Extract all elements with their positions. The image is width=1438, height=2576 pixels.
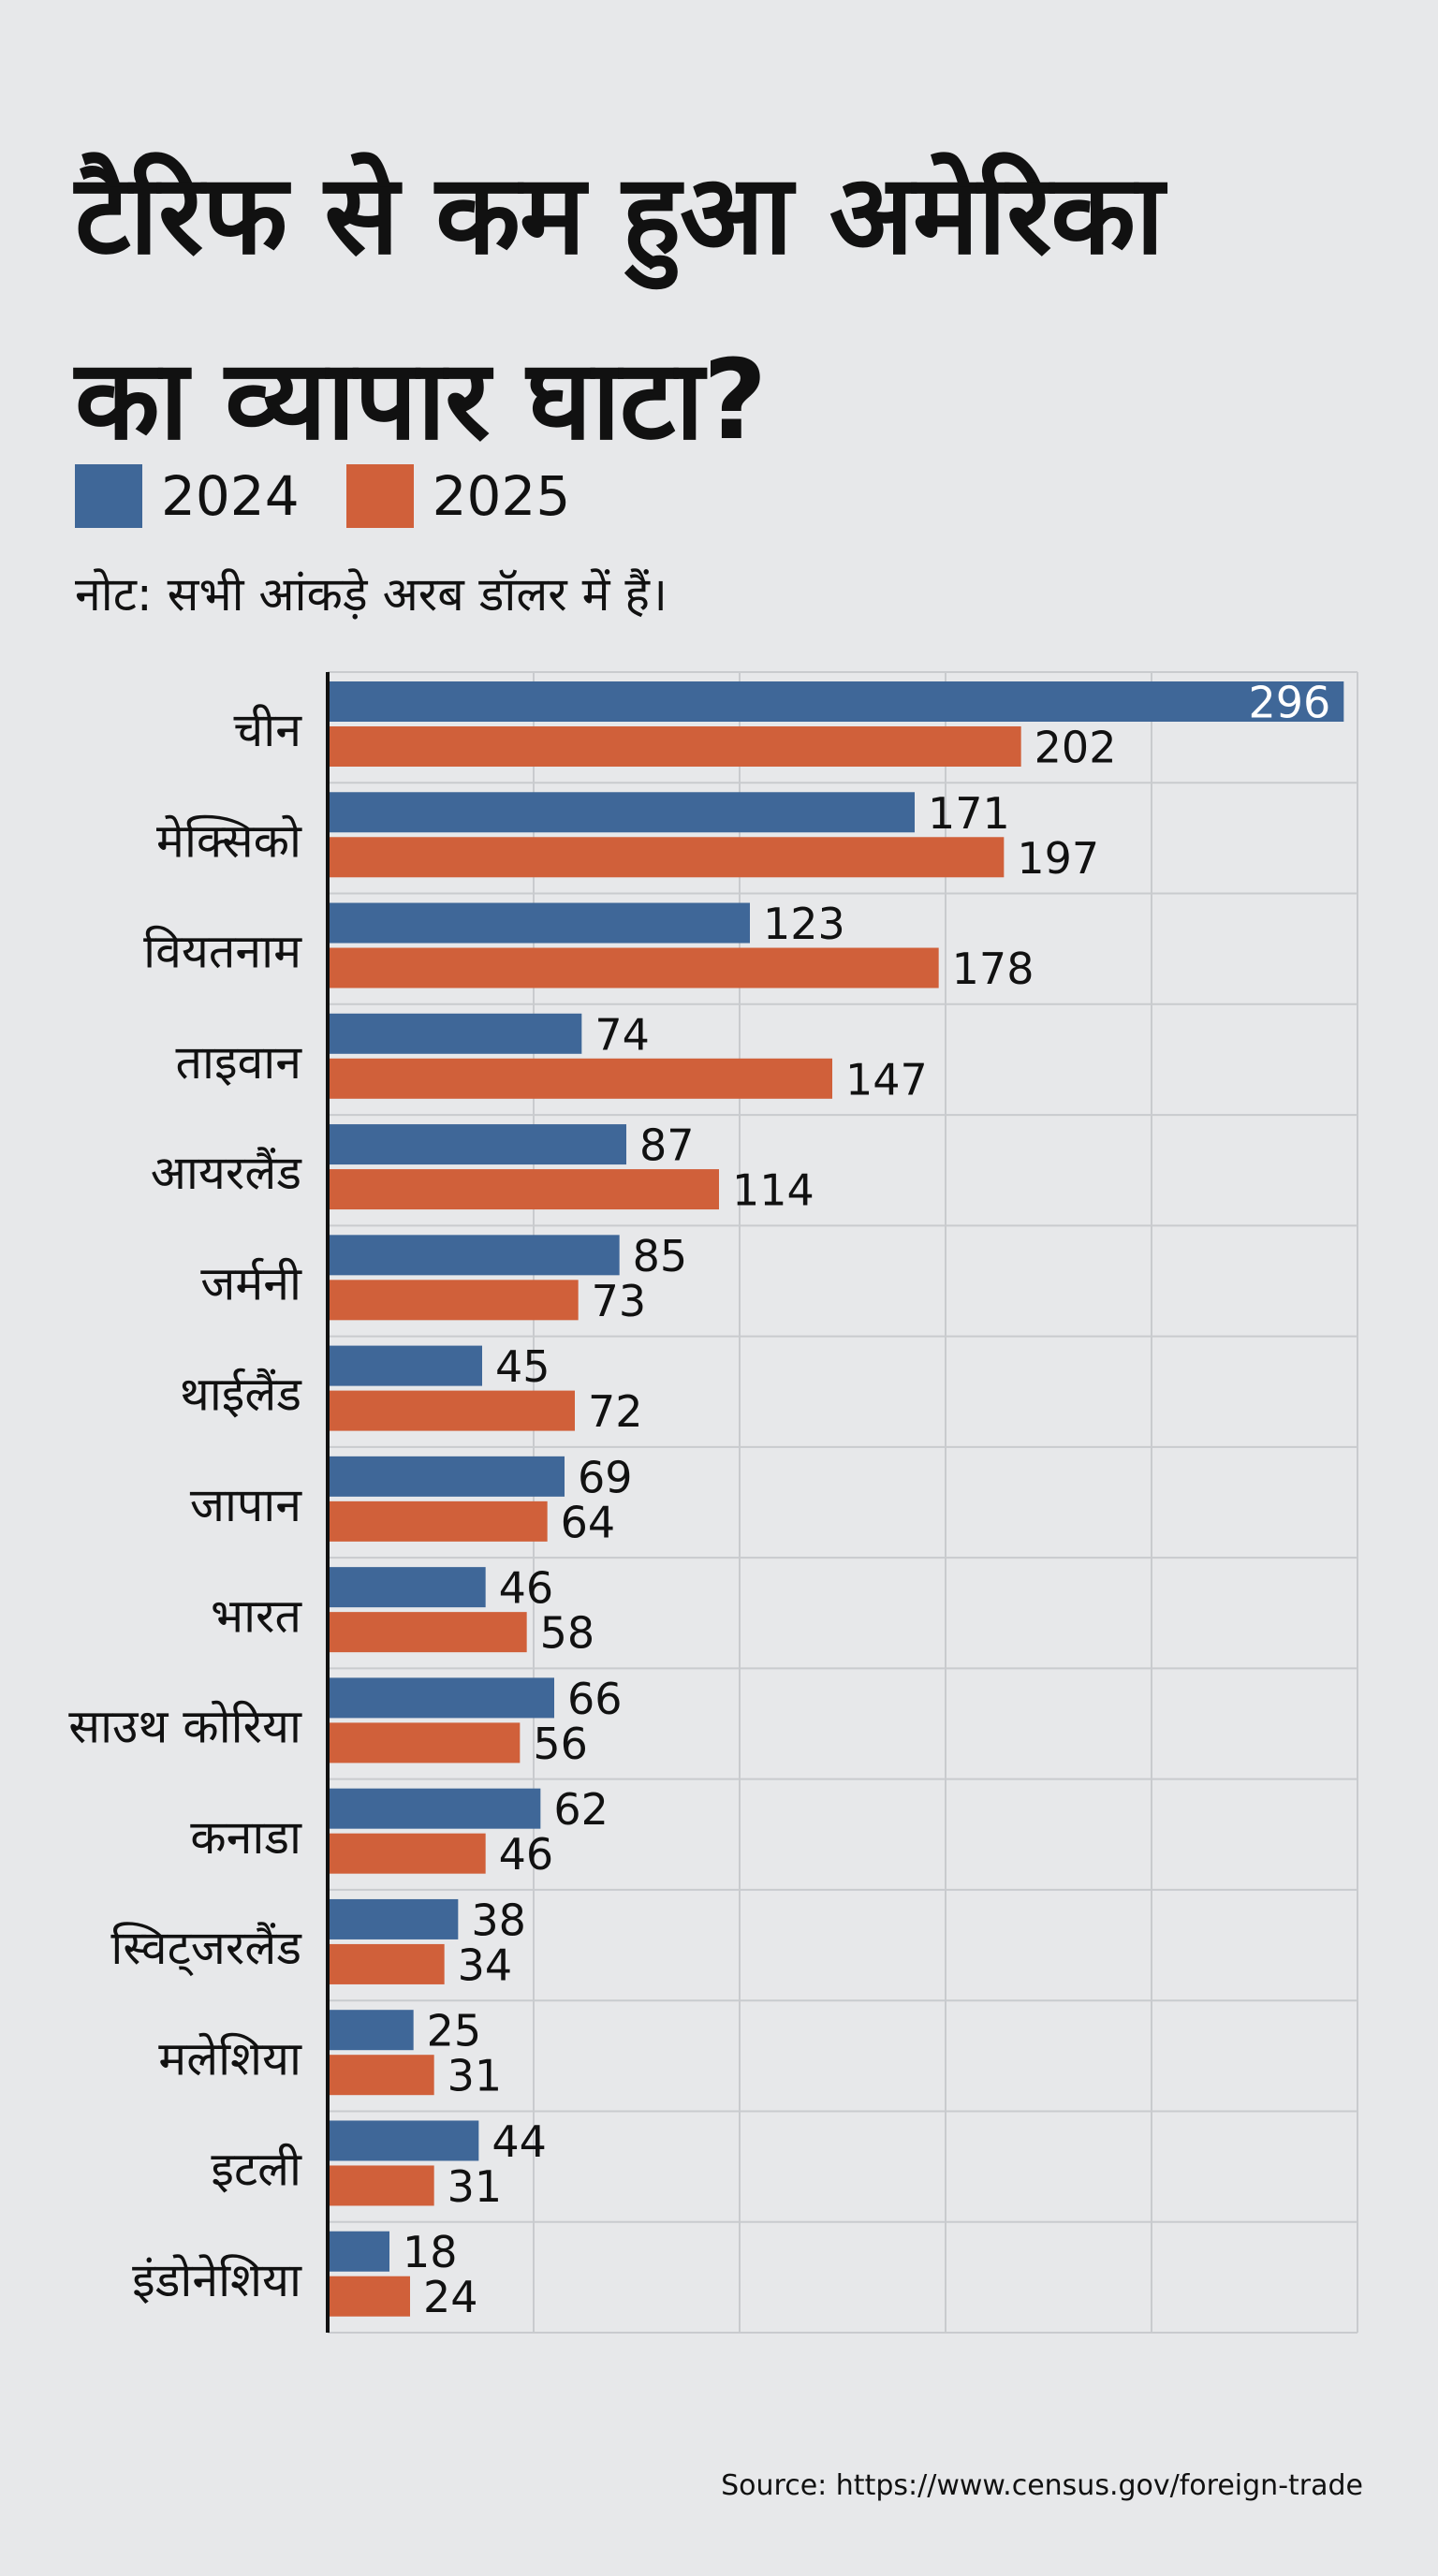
bar-2024: [328, 1345, 482, 1386]
category-label: मलेशिया: [158, 2031, 302, 2086]
category-label: मेक्सिको: [156, 813, 302, 868]
data-label-2025: 24: [423, 2272, 478, 2322]
category-label: वियतनाम: [143, 925, 302, 979]
title-line-2: का व्यापार घाटा?: [75, 335, 767, 464]
bar-2024: [328, 1898, 459, 1939]
data-label-2024: 46: [499, 1563, 554, 1614]
bar-2025: [328, 1612, 527, 1653]
data-label-2025: 114: [732, 1165, 814, 1216]
category-label: स्विट्जरलैंड: [110, 1921, 302, 1977]
data-label-2024: 38: [471, 1895, 526, 1945]
data-label-2024: 44: [492, 2116, 547, 2167]
bar-2025: [328, 947, 939, 988]
category-label: इंडोनेशिया: [132, 2253, 302, 2307]
bar-2024: [328, 1124, 626, 1165]
bar-2024: [328, 681, 1344, 722]
bar-2024: [328, 902, 750, 944]
bar-2024: [328, 792, 915, 833]
category-label: थाईलैंड: [180, 1368, 302, 1422]
data-label-2024: 18: [403, 2227, 458, 2277]
bar-2024: [328, 2010, 414, 2051]
data-label-2025: 31: [448, 2161, 503, 2212]
data-label-2024: 85: [633, 1231, 688, 1281]
data-label-2024: 171: [928, 788, 1010, 839]
bar-2024: [328, 2120, 479, 2161]
bar-2025: [328, 2165, 434, 2206]
bar-2024: [328, 2231, 389, 2272]
data-label-2024: 25: [427, 2006, 482, 2056]
data-label-2024: 296: [1249, 678, 1331, 728]
data-label-2025: 56: [533, 1719, 588, 1769]
category-label: ताइवान: [176, 1035, 303, 1090]
legend-swatch-2024: [75, 464, 142, 528]
bar-2025: [328, 1058, 832, 1099]
data-label-2024: 45: [495, 1341, 550, 1392]
data-label-2024: 66: [567, 1674, 623, 1724]
bar-2025: [328, 1833, 486, 1874]
bar-2024: [328, 1013, 582, 1054]
bar-2024: [328, 1567, 486, 1608]
bar-2025: [328, 1943, 445, 1984]
legend: 2024 2025: [75, 463, 617, 529]
bar-2025: [328, 1169, 719, 1210]
chart-title: टैरिफ से कम हुआ अमेरिका का व्यापार घाटा?: [75, 122, 1404, 492]
category-label: साउथ कोरिया: [68, 1700, 302, 1754]
data-label-2025: 178: [952, 944, 1034, 994]
bar-2024: [328, 1788, 541, 1829]
category-label: चीन: [234, 703, 303, 757]
data-label-2024: 74: [594, 1009, 650, 1060]
category-label: कनाडा: [190, 1810, 302, 1865]
legend-label-2025: 2025: [432, 464, 571, 528]
legend-item-2025: 2025: [345, 463, 571, 529]
bar-2025: [328, 837, 1005, 878]
bar-2024: [328, 1235, 620, 1276]
legend-swatch-2025: [345, 464, 414, 528]
data-label-2025: 64: [561, 1497, 616, 1547]
bar-2025: [328, 726, 1021, 767]
data-label-2024: 87: [639, 1120, 695, 1171]
category-label: जापान: [190, 1478, 302, 1532]
source-credit: Source: https://www.census.gov/foreign-t…: [721, 2469, 1363, 2502]
category-label: जर्मनी: [200, 1256, 302, 1310]
data-label-2025: 72: [588, 1386, 643, 1437]
bar-2025: [328, 2276, 410, 2317]
bar-2024: [328, 1456, 565, 1497]
data-label-2024: 123: [763, 899, 845, 949]
category-label: आयरलैंड: [151, 1146, 302, 1200]
data-label-2025: 197: [1017, 833, 1099, 884]
category-label: इटली: [211, 2143, 302, 2197]
bar-2025: [328, 2055, 434, 2096]
data-label-2025: 46: [499, 1829, 554, 1880]
bar-2025: [328, 1280, 579, 1321]
data-label-2025: 202: [1034, 723, 1117, 773]
data-label-2025: 147: [845, 1054, 928, 1105]
bar-2025: [328, 1722, 521, 1764]
legend-label-2024: 2024: [161, 464, 300, 528]
bar-2025: [328, 1500, 548, 1542]
unit-note: नोट: सभी आंकड़े अरब डॉलर में हैं।: [75, 567, 668, 622]
data-label-2025: 31: [448, 2051, 503, 2101]
legend-item-2024: 2024: [75, 463, 300, 529]
bar-2025: [328, 1390, 575, 1431]
data-label-2024: 62: [553, 1784, 609, 1835]
data-label-2025: 73: [592, 1276, 647, 1326]
data-label-2024: 69: [578, 1452, 633, 1502]
category-label: भारत: [211, 1588, 303, 1643]
data-label-2025: 34: [458, 1939, 513, 1990]
title-line-1: टैरिफ से कम हुआ अमेरिका: [75, 150, 1165, 279]
bar-2024: [328, 1677, 554, 1719]
data-label-2025: 58: [540, 1608, 595, 1659]
